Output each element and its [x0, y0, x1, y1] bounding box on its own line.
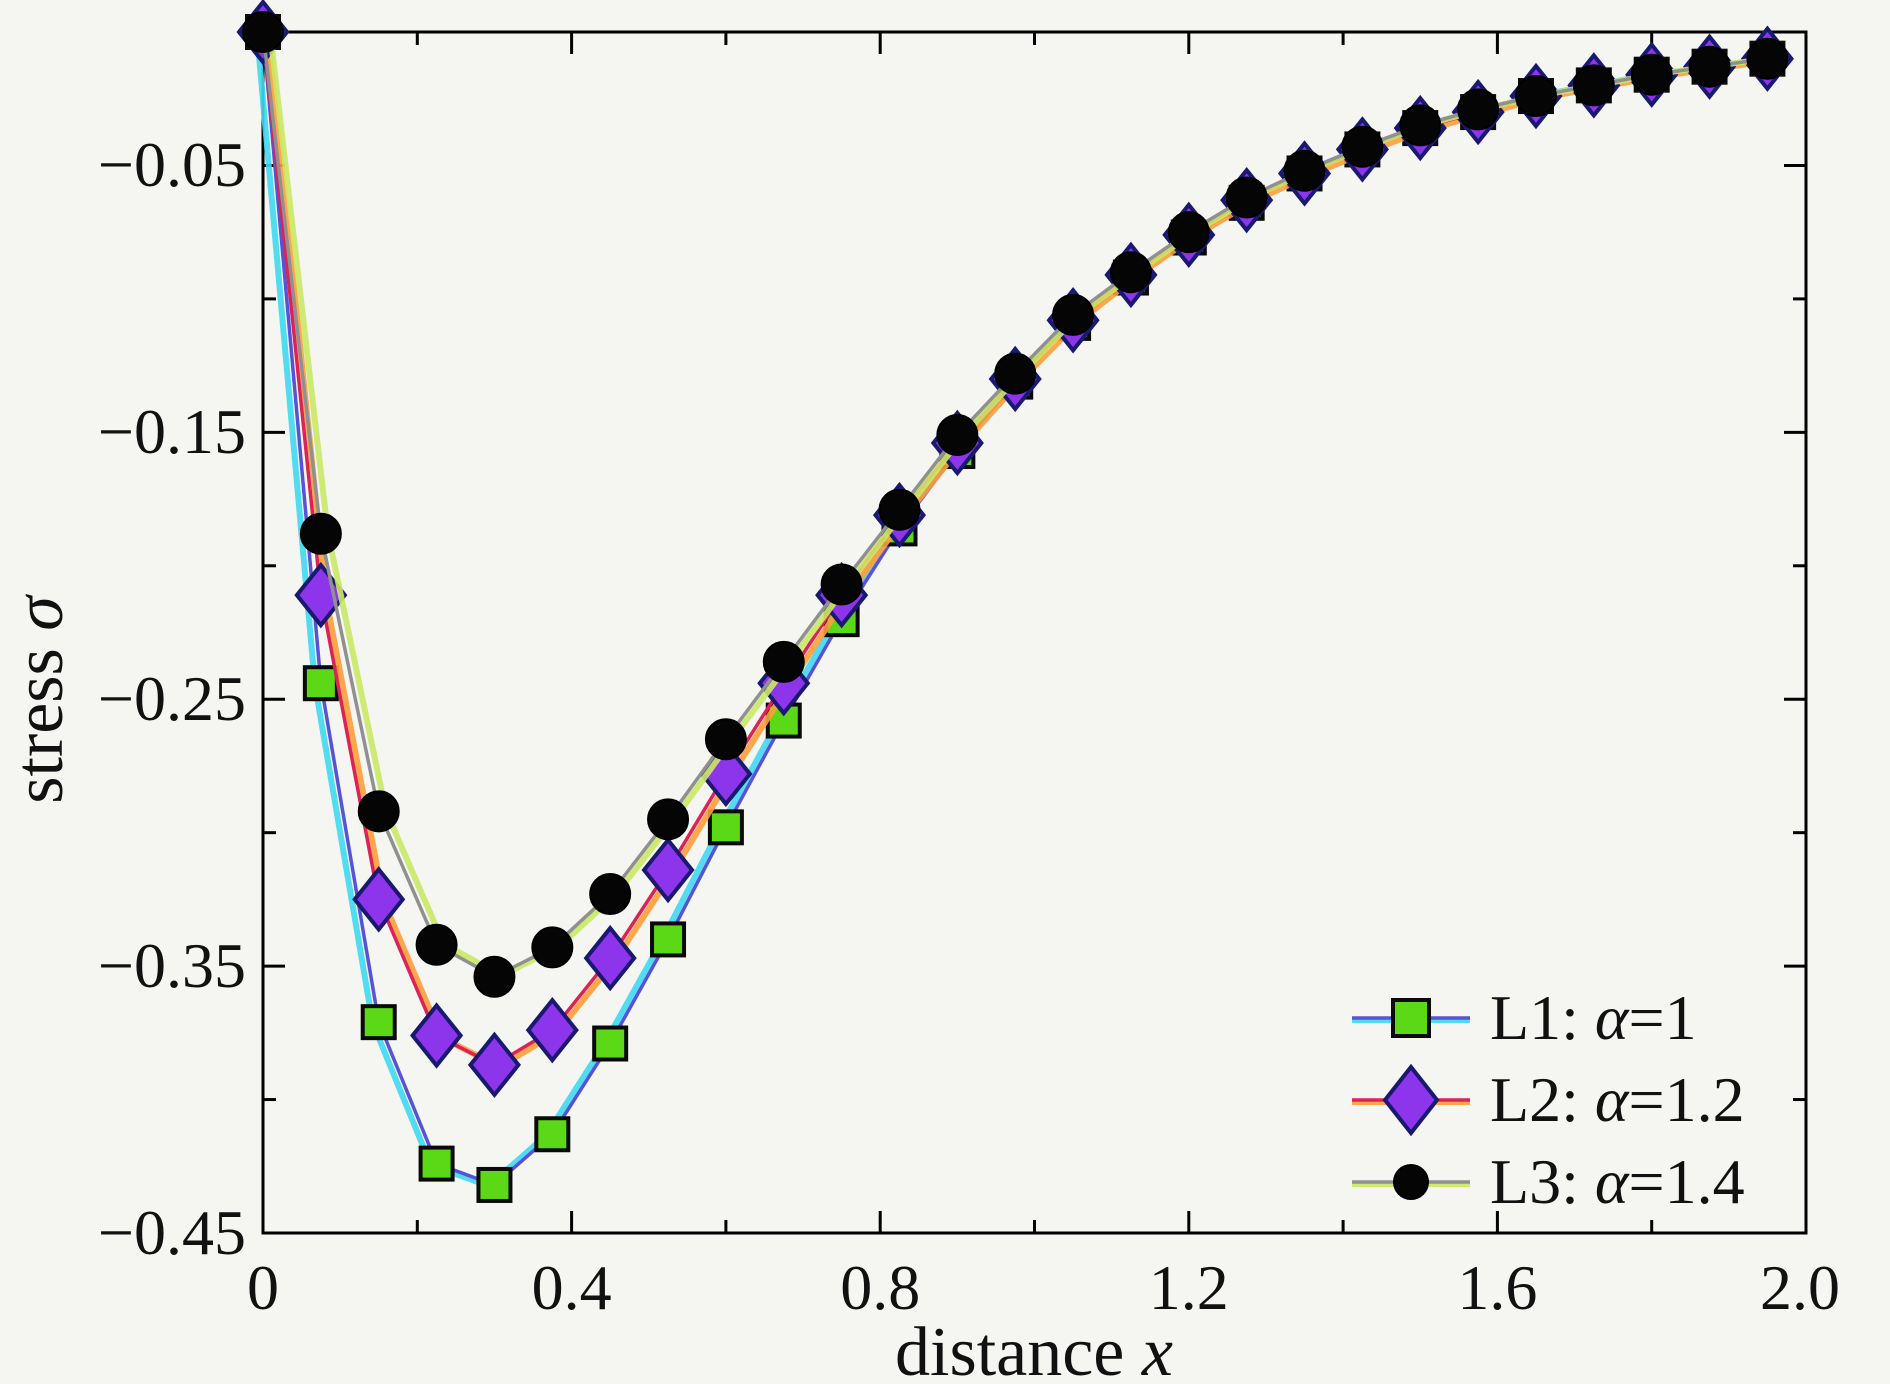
diamond-marker [525, 996, 579, 1064]
diamond-marker [352, 866, 406, 933]
x-tick-label: 0 [247, 1252, 279, 1323]
series-halo-line [265, 33, 1773, 1071]
square-marker [534, 1116, 571, 1153]
circle-marker [357, 790, 400, 833]
circle-marker [1109, 251, 1152, 294]
circle-marker [1688, 45, 1731, 88]
x-tick-label: 1.2 [1148, 1252, 1229, 1323]
circle-marker [994, 352, 1037, 395]
diamond-marker [467, 1031, 522, 1099]
circle-marker [1630, 53, 1673, 96]
circle-marker [1393, 1164, 1429, 1200]
legend [1352, 998, 1470, 1200]
series-2 [236, 0, 1794, 1099]
circle-marker [1457, 88, 1500, 131]
square-marker [650, 921, 687, 958]
y-tick-label: −0.35 [97, 930, 246, 1002]
y-tick-label: −0.45 [97, 1197, 246, 1268]
legend-entry-2 [1352, 1063, 1470, 1137]
circle-marker [1746, 37, 1789, 80]
circle-marker [878, 488, 921, 531]
circle-marker [1399, 104, 1442, 147]
circle-marker [762, 640, 805, 683]
legend-entry-3 [1352, 1164, 1470, 1200]
diamond-marker [1382, 1063, 1440, 1137]
square-marker [302, 665, 339, 702]
circle-marker [1225, 176, 1268, 219]
y-tick-label: −0.25 [97, 663, 246, 735]
circle-marker [242, 11, 284, 53]
square-marker [592, 1025, 629, 1062]
square-marker [1391, 998, 1431, 1038]
circle-marker [1514, 75, 1557, 118]
diamond-marker [410, 1002, 464, 1069]
diamond-marker [641, 836, 695, 904]
circle-marker [647, 798, 690, 841]
square-marker [418, 1145, 455, 1182]
tick-marks [261, 32, 1808, 1235]
y-tick-label: −0.05 [97, 129, 246, 201]
legend-entry-label: L2: α=1.2 [1490, 1064, 1745, 1135]
circle-marker [531, 926, 574, 969]
circle-marker [415, 923, 458, 966]
series-line [261, 31, 1768, 979]
circle-marker [1341, 125, 1384, 168]
x-tick-label: 2.0 [1760, 1252, 1840, 1323]
legend-entry-label: L1: α=1 [1490, 982, 1697, 1053]
x-tick-label: 0.4 [531, 1252, 612, 1323]
square-marker [707, 809, 744, 846]
x-axis-title: distance x [895, 1314, 1173, 1384]
series-3 [242, 11, 1789, 998]
legend-entry-1 [1352, 998, 1470, 1038]
legend-entry-label: L3: α=1.4 [1490, 1146, 1745, 1217]
circle-marker [299, 512, 342, 555]
circle-marker [704, 718, 747, 761]
circle-marker [589, 873, 632, 916]
circle-marker [1052, 293, 1095, 336]
square-marker [476, 1166, 513, 1203]
series-halo-line [267, 30, 1775, 980]
circle-marker [473, 955, 516, 998]
series-line [261, 31, 1768, 1067]
diamond-marker [583, 924, 637, 992]
y-tick-label: −0.15 [97, 396, 246, 468]
square-marker [360, 1004, 397, 1041]
x-tick-label: 0.8 [840, 1252, 921, 1323]
circle-marker [936, 414, 979, 457]
circle-marker [1572, 64, 1615, 107]
circle-marker [1283, 149, 1326, 192]
circle-marker [1167, 211, 1210, 254]
circle-marker [820, 563, 863, 606]
x-tick-label: 1.6 [1457, 1252, 1538, 1323]
